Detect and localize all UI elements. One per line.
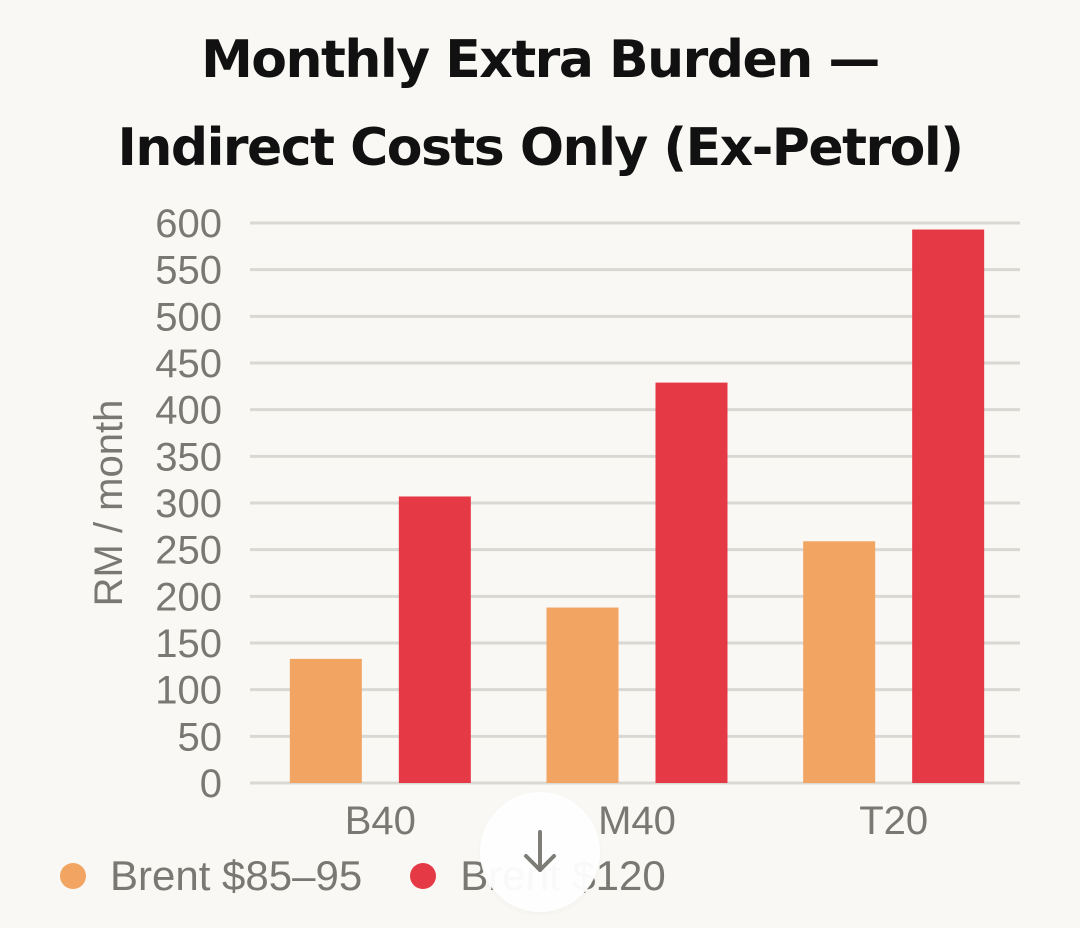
y-tick-label: 200 <box>155 575 222 619</box>
y-tick-label: 250 <box>155 529 222 573</box>
chart-title-line-2: Indirect Costs Only (Ex-Petrol) <box>117 118 964 178</box>
y-axis-label: RM / month <box>87 400 131 607</box>
y-tick-label: 150 <box>155 622 222 666</box>
y-tick-label: 350 <box>155 435 222 479</box>
bar-t20-series-1 <box>803 541 876 783</box>
chart-title-line-1: Monthly Extra Burden — <box>201 30 880 90</box>
legend-swatch-series-2 <box>410 863 437 889</box>
y-tick-label: 450 <box>155 342 222 386</box>
x-tick-label-m40: M40 <box>598 799 676 843</box>
legend: Brent $85–95 Brent $120 <box>60 852 714 900</box>
bar-m40-series-2 <box>655 382 728 783</box>
y-tick-label: 550 <box>155 249 222 293</box>
x-tick-label-b40: B40 <box>345 799 416 843</box>
legend-swatch-series-1 <box>60 863 86 889</box>
y-tick-label: 600 <box>155 202 222 246</box>
arrow-down-icon <box>524 830 556 872</box>
y-tick-label: 400 <box>155 389 222 433</box>
x-tick-label-t20: T20 <box>859 799 928 843</box>
y-tick-label: 100 <box>155 669 222 713</box>
y-tick-label: 50 <box>178 715 223 759</box>
bar-b40-series-1 <box>289 658 362 783</box>
y-tick-label: 500 <box>155 295 222 339</box>
y-tick-label: 0 <box>200 762 222 806</box>
scroll-down-button[interactable] <box>480 792 600 912</box>
bar-b40-series-2 <box>398 496 471 783</box>
legend-label-series-1: Brent $85–95 <box>110 852 363 899</box>
y-tick-label: 300 <box>155 482 222 526</box>
bar-m40-series-1 <box>546 607 619 783</box>
bar-t20-series-2 <box>912 229 985 784</box>
legend-item-series-1: Brent $85–95 <box>60 852 362 900</box>
